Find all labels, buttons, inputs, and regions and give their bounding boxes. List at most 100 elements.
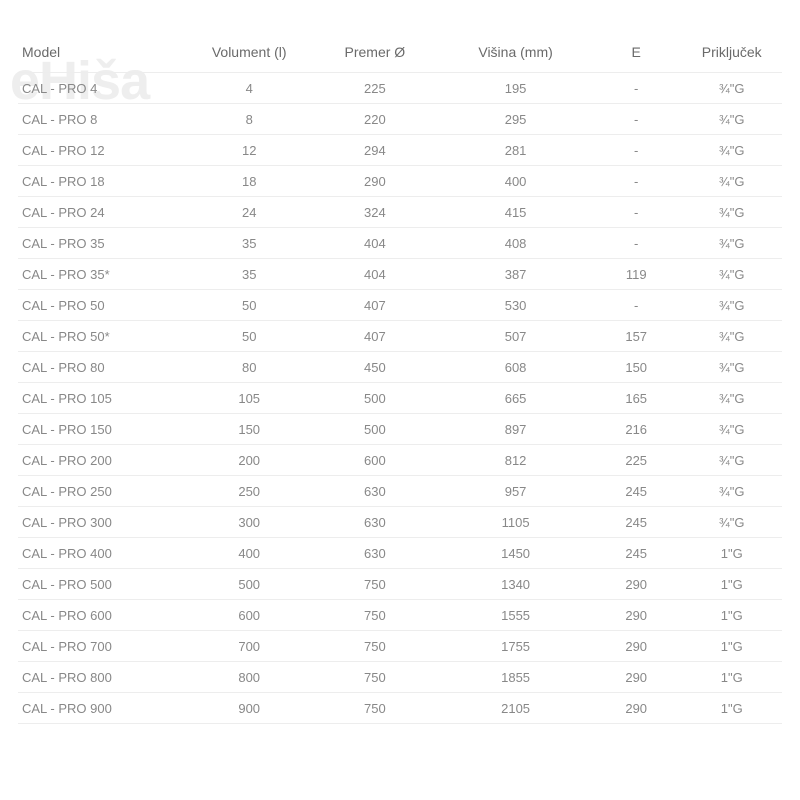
table-cell: 80: [189, 352, 310, 383]
table-cell: ¾"G: [681, 445, 782, 476]
table-cell: 216: [591, 414, 681, 445]
table-cell: ¾"G: [681, 321, 782, 352]
table-cell: 530: [440, 290, 591, 321]
col-header-model: Model: [18, 38, 189, 73]
table-cell: CAL - PRO 8: [18, 104, 189, 135]
table-cell: 1555: [440, 600, 591, 631]
table-row: CAL - PRO 150150500897216¾"G: [18, 414, 782, 445]
table-cell: CAL - PRO 400: [18, 538, 189, 569]
table-cell: 245: [591, 538, 681, 569]
table-cell: 150: [189, 414, 310, 445]
table-cell: 281: [440, 135, 591, 166]
table-cell: CAL - PRO 500: [18, 569, 189, 600]
table-cell: 900: [189, 693, 310, 724]
table-cell: -: [591, 197, 681, 228]
table-cell: 404: [310, 259, 441, 290]
col-header-premer: Premer Ø: [310, 38, 441, 73]
table-cell: 408: [440, 228, 591, 259]
table-cell: ¾"G: [681, 352, 782, 383]
table-cell: -: [591, 228, 681, 259]
table-cell: 220: [310, 104, 441, 135]
table-row: CAL - PRO 40040063014502451"G: [18, 538, 782, 569]
table-cell: ¾"G: [681, 259, 782, 290]
table-cell: 1"G: [681, 538, 782, 569]
table-cell: 608: [440, 352, 591, 383]
table-row: CAL - PRO 50*50407507157¾"G: [18, 321, 782, 352]
table-cell: CAL - PRO 105: [18, 383, 189, 414]
table-row: CAL - PRO 250250630957245¾"G: [18, 476, 782, 507]
table-cell: 812: [440, 445, 591, 476]
table-row: CAL - PRO 1818290400-¾"G: [18, 166, 782, 197]
table-cell: 600: [310, 445, 441, 476]
table-cell: 415: [440, 197, 591, 228]
table-cell: CAL - PRO 35*: [18, 259, 189, 290]
table-cell: 195: [440, 73, 591, 104]
table-cell: ¾"G: [681, 197, 782, 228]
table-cell: 200: [189, 445, 310, 476]
table-cell: 245: [591, 476, 681, 507]
spec-table-container: Model Volument (l) Premer Ø Višina (mm) …: [0, 0, 800, 724]
table-cell: CAL - PRO 700: [18, 631, 189, 662]
table-cell: 1"G: [681, 693, 782, 724]
table-cell: 150: [591, 352, 681, 383]
table-cell: 750: [310, 600, 441, 631]
col-header-visina: Višina (mm): [440, 38, 591, 73]
table-row: CAL - PRO 1212294281-¾"G: [18, 135, 782, 166]
table-row: CAL - PRO 88220295-¾"G: [18, 104, 782, 135]
table-cell: 290: [591, 569, 681, 600]
table-cell: CAL - PRO 300: [18, 507, 189, 538]
table-cell: 300: [189, 507, 310, 538]
table-cell: ¾"G: [681, 228, 782, 259]
table-cell: 387: [440, 259, 591, 290]
table-cell: -: [591, 290, 681, 321]
table-cell: 225: [310, 73, 441, 104]
table-cell: 400: [189, 538, 310, 569]
table-cell: CAL - PRO 18: [18, 166, 189, 197]
table-cell: 1755: [440, 631, 591, 662]
table-cell: 1"G: [681, 631, 782, 662]
spec-table: Model Volument (l) Premer Ø Višina (mm) …: [18, 38, 782, 724]
table-cell: 165: [591, 383, 681, 414]
table-cell: 290: [591, 600, 681, 631]
table-cell: 665: [440, 383, 591, 414]
table-row: CAL - PRO 5050407530-¾"G: [18, 290, 782, 321]
table-cell: 4: [189, 73, 310, 104]
table-cell: 245: [591, 507, 681, 538]
table-cell: ¾"G: [681, 290, 782, 321]
table-cell: 290: [591, 693, 681, 724]
table-cell: CAL - PRO 35: [18, 228, 189, 259]
table-cell: 630: [310, 507, 441, 538]
table-cell: 157: [591, 321, 681, 352]
table-cell: 1"G: [681, 600, 782, 631]
table-cell: -: [591, 166, 681, 197]
table-cell: 507: [440, 321, 591, 352]
table-cell: 35: [189, 259, 310, 290]
table-row: CAL - PRO 90090075021052901"G: [18, 693, 782, 724]
table-cell: ¾"G: [681, 507, 782, 538]
table-cell: ¾"G: [681, 476, 782, 507]
table-row: CAL - PRO 80080075018552901"G: [18, 662, 782, 693]
table-cell: 450: [310, 352, 441, 383]
table-row: CAL - PRO 2424324415-¾"G: [18, 197, 782, 228]
col-header-prikljucek: Priključek: [681, 38, 782, 73]
table-cell: CAL - PRO 600: [18, 600, 189, 631]
table-row: CAL - PRO 3003006301105245¾"G: [18, 507, 782, 538]
table-cell: 50: [189, 290, 310, 321]
table-cell: 407: [310, 321, 441, 352]
table-cell: CAL - PRO 150: [18, 414, 189, 445]
table-cell: CAL - PRO 50: [18, 290, 189, 321]
table-cell: -: [591, 135, 681, 166]
table-cell: 400: [440, 166, 591, 197]
table-cell: 630: [310, 538, 441, 569]
table-cell: CAL - PRO 800: [18, 662, 189, 693]
table-cell: 290: [591, 631, 681, 662]
table-cell: 407: [310, 290, 441, 321]
table-cell: 1450: [440, 538, 591, 569]
table-cell: 18: [189, 166, 310, 197]
table-cell: CAL - PRO 24: [18, 197, 189, 228]
table-row: CAL - PRO 35*35404387119¾"G: [18, 259, 782, 290]
table-cell: 1340: [440, 569, 591, 600]
table-cell: CAL - PRO 12: [18, 135, 189, 166]
table-cell: 324: [310, 197, 441, 228]
table-cell: ¾"G: [681, 414, 782, 445]
